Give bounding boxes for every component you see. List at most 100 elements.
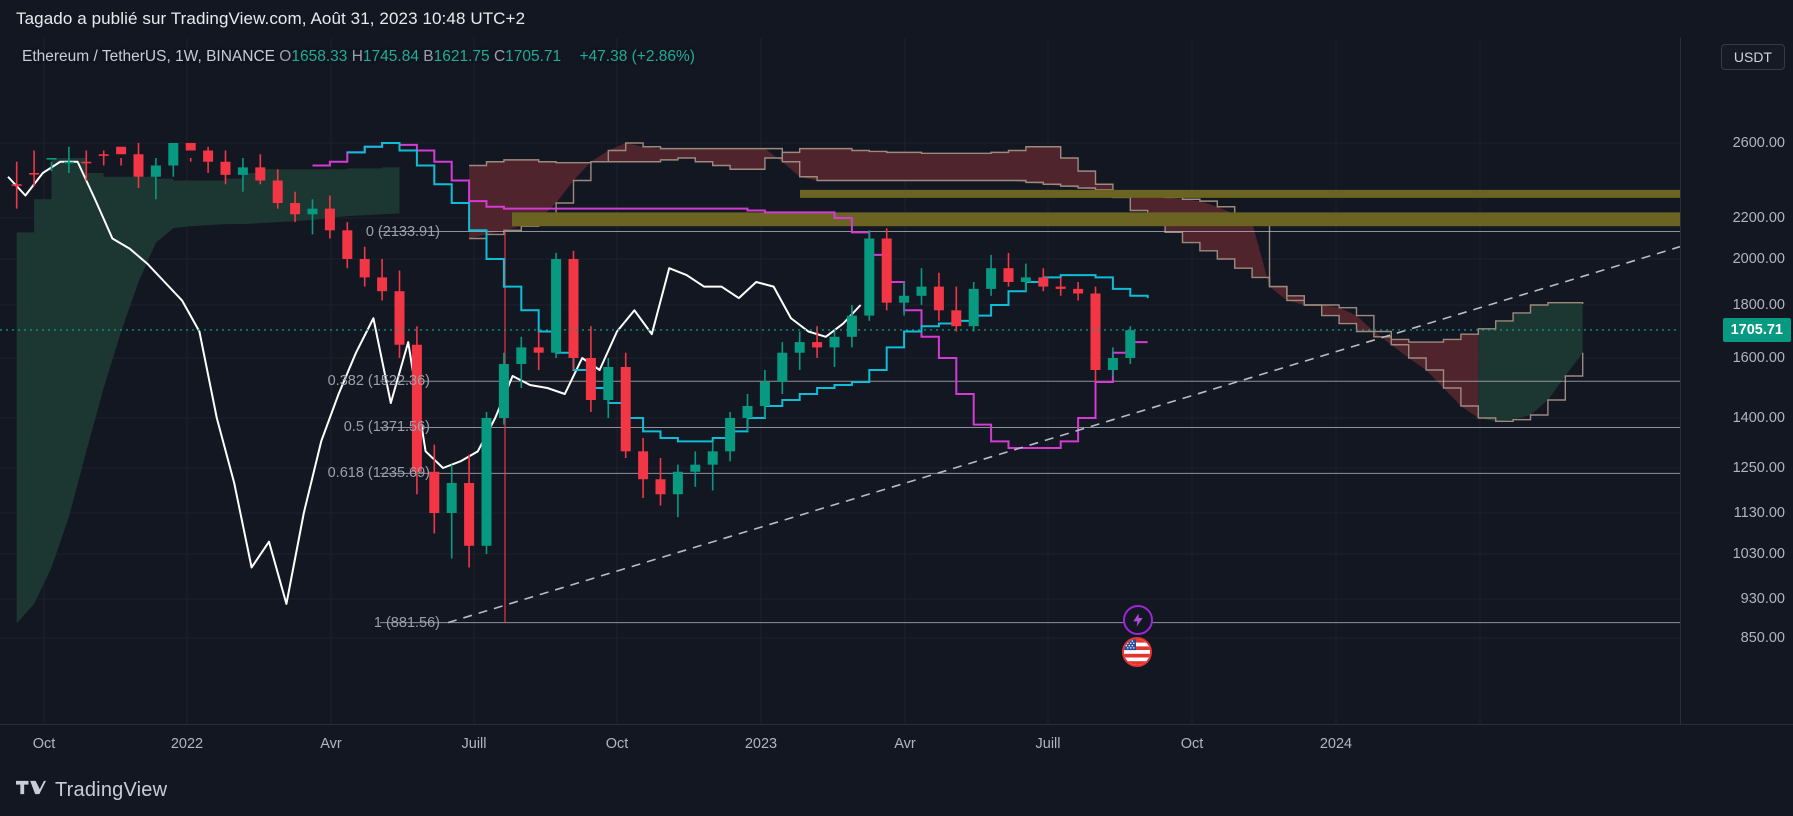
candle-body [498, 364, 509, 418]
candle-body [220, 161, 231, 175]
candle-body [1020, 277, 1031, 282]
candle-body [1073, 288, 1084, 294]
candle-body [81, 161, 92, 164]
ichimoku-cloud [469, 142, 1584, 423]
time-tick: 2022 [170, 736, 204, 752]
candle-body [568, 259, 579, 358]
fib-label: 0.5 (1371.56) [343, 419, 430, 436]
tradingview-logo-text: TradingView [55, 778, 168, 801]
candle-body [464, 483, 475, 546]
price-axis[interactable]: USDT 2600.00 2200.00 2000.00 1800.00 1600.00… [1680, 38, 1793, 724]
time-tick: 2024 [1319, 736, 1353, 752]
price-tick: 1030.00 [1732, 546, 1785, 562]
fib-label: 0.618 (1235.69) [327, 465, 430, 482]
chart-plot-area[interactable]: 0 (2133.91) 0.382 (1522.36) 0.5 (1371.56) 0… [0, 38, 1680, 724]
time-tick: Oct [1180, 736, 1204, 752]
candle-body [777, 352, 788, 382]
lightning-bolt-glyph [1133, 613, 1143, 627]
candle-body [551, 259, 562, 353]
price-tick: 850.00 [1740, 630, 1785, 646]
resistance-band-upper [800, 189, 1680, 198]
time-tick: Avr [894, 736, 916, 752]
candle-body [846, 315, 857, 337]
publish-text: Tagado a publié sur TradingView.com, Aoû… [16, 9, 526, 28]
currency-pill[interactable]: USDT [1720, 44, 1785, 70]
time-tick: Oct [32, 736, 56, 752]
lightning-event-icon[interactable] [1123, 605, 1153, 635]
candlestick-series [11, 143, 1136, 568]
candle-body [29, 173, 40, 175]
candle-body [411, 344, 422, 472]
tradingview-logo-icon [16, 780, 46, 795]
candle-body [324, 208, 335, 231]
candle-body [533, 347, 544, 353]
candle-body [812, 342, 823, 348]
price-tick: 1400.00 [1732, 410, 1785, 426]
candle-body [1003, 268, 1014, 282]
candle-body [203, 150, 214, 162]
candle-body [725, 418, 736, 452]
candle-body [290, 203, 301, 215]
candle-body [516, 347, 527, 364]
candle-body [342, 230, 353, 259]
senkou-span-a-line [469, 146, 1584, 343]
candle-body [899, 295, 910, 303]
candle-body [742, 406, 753, 418]
candle-body [168, 143, 179, 166]
time-tick: Oct [605, 736, 629, 752]
candle-body [446, 483, 457, 513]
candle-body [98, 154, 109, 156]
candle-body [1090, 293, 1101, 370]
footer: TradingView [0, 764, 1793, 816]
fib-label: 1 (881.56) [373, 614, 440, 631]
candle-body [690, 464, 701, 472]
candle-body [255, 167, 266, 181]
ichimoku-cloud-bullish-future [1478, 302, 1583, 422]
time-tick: Juill [461, 736, 487, 752]
ichimoku-cloud-bullish [16, 158, 400, 624]
time-axis[interactable]: Oct 2022 Avr Juill Oct 2023 Avr Juill Oct 2024 [0, 724, 1793, 764]
price-tick: 1130.00 [1733, 505, 1785, 521]
candle-body [794, 342, 805, 353]
fib-label: 0 (2133.91) [365, 223, 440, 240]
kijun-sen-line [312, 142, 1148, 449]
candle-body [307, 208, 318, 215]
candle-body [11, 184, 22, 186]
candle-body [881, 238, 892, 303]
price-tick: 930.00 [1740, 591, 1785, 607]
candle-body [185, 143, 196, 151]
candle-body [1055, 286, 1066, 289]
candle-body [759, 382, 770, 406]
fibonacci-retracement [380, 231, 1680, 624]
price-tick: 2600.00 [1732, 135, 1785, 151]
current-price-badge: 1705.71 [1722, 317, 1791, 342]
candle-body [272, 180, 283, 203]
candle-body [237, 167, 248, 175]
price-tick: 2000.00 [1732, 251, 1785, 267]
candle-body [116, 146, 127, 155]
us-economic-event-icon[interactable] [1122, 637, 1152, 667]
price-tick: 1250.00 [1732, 460, 1785, 476]
candle-body [638, 451, 649, 480]
candle-body [1038, 277, 1049, 287]
resistance-bands [512, 189, 1680, 227]
publish-bar: Tagado a publié sur TradingView.com, Aoû… [0, 0, 1793, 38]
candle-body [359, 259, 370, 278]
chart-canvas [0, 38, 1680, 724]
candle-body [655, 479, 666, 495]
candle-body [1125, 330, 1136, 358]
candle-body [46, 158, 57, 160]
candle-body [916, 286, 927, 296]
candle-body [150, 165, 161, 177]
time-tick: 2023 [744, 736, 778, 752]
candle-body [1107, 358, 1118, 370]
candle-body [986, 268, 997, 289]
chart-frame: 0 (2133.91) 0.382 (1522.36) 0.5 (1371.56) 0… [0, 38, 1793, 764]
tradingview-logo[interactable]: TradingView [16, 779, 167, 802]
candle-body [394, 291, 405, 345]
price-tick: 2200.00 [1732, 210, 1785, 226]
candle-body [951, 310, 962, 327]
price-tick: 1800.00 [1732, 297, 1785, 313]
candle-body [429, 471, 440, 513]
candle-body [968, 288, 979, 327]
